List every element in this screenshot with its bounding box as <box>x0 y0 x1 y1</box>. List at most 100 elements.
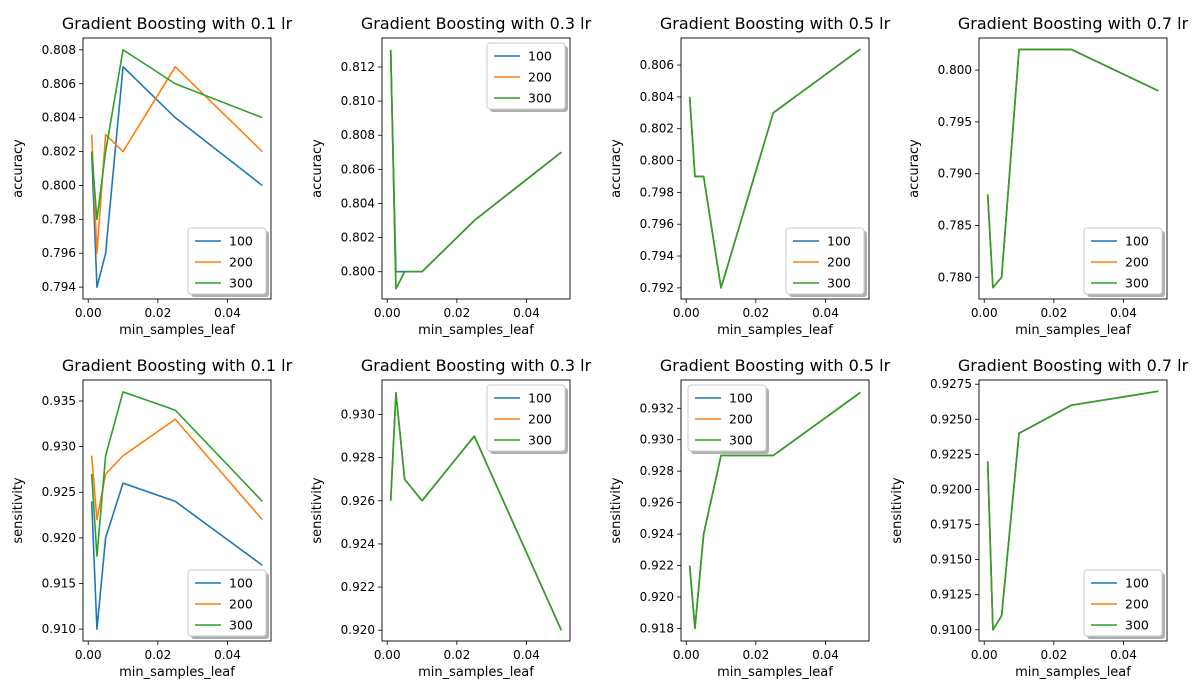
legend-entry: 300 <box>1125 276 1149 291</box>
legend-entry: 300 <box>528 91 552 106</box>
x-tick-label: 0.04 <box>214 306 241 320</box>
y-axis-label: accuracy <box>310 139 325 198</box>
legend-entry: 100 <box>528 49 552 64</box>
series-line-300 <box>688 48 861 289</box>
x-axis-label: min_samples_leaf <box>119 665 235 680</box>
subplot-2: Gradient Boosting with 0.3 lr 0.00 0.02 0.0… <box>310 14 592 338</box>
subplot-5: Gradient Boosting with 0.1 lr 0.00 0.02 0.0… <box>11 356 293 680</box>
chart-title: Gradient Boosting with 0.7 lr <box>958 14 1189 33</box>
series-line-100 <box>90 482 263 630</box>
y-tick-label: 0.804 <box>42 111 76 125</box>
series-line-200 <box>90 66 263 255</box>
legend: 100 200 300 <box>687 384 769 454</box>
legend-entry: 200 <box>528 412 552 427</box>
subplot-3: Gradient Boosting with 0.5 lr 0.00 0.02 0.0… <box>609 14 891 338</box>
x-tick-label: 0.02 <box>144 648 171 662</box>
x-tick-label: 0.02 <box>1040 648 1067 662</box>
y-tick-label: 0.918 <box>640 621 674 635</box>
y-tick-label: 0.806 <box>640 58 674 72</box>
series-line-300 <box>688 391 861 630</box>
chart-title: Gradient Boosting with 0.1 lr <box>62 14 293 33</box>
x-tick-label: 0.04 <box>812 306 839 320</box>
x-tick-label: 0.04 <box>214 648 241 662</box>
y-tick-label: 0.9175 <box>930 518 972 532</box>
y-tick-label: 0.920 <box>341 623 375 637</box>
legend-entry: 300 <box>1125 618 1149 633</box>
y-tick-label: 0.812 <box>341 60 375 74</box>
x-axis-label: min_samples_leaf <box>1015 665 1131 680</box>
subplot-1: Gradient Boosting with 0.1 lr 0.00 0.02 0.0… <box>11 14 293 338</box>
legend-box <box>1083 227 1163 295</box>
y-axis-label: sensitivity <box>11 477 26 544</box>
legend: 100 200 300 <box>187 569 269 639</box>
x-tick-label: 0.04 <box>812 648 839 662</box>
legend-entry: 100 <box>1125 576 1149 591</box>
y-tick-label: 0.935 <box>42 394 76 408</box>
series-line-100 <box>90 66 263 288</box>
y-axis-label: sensitivity <box>609 477 624 544</box>
plot-frame <box>680 379 870 642</box>
y-tick-label: 0.785 <box>938 218 972 232</box>
plot-frame <box>978 379 1168 642</box>
series-line-200 <box>90 418 263 521</box>
y-tick-label: 0.924 <box>640 527 674 541</box>
plot-frame <box>82 379 272 642</box>
y-tick-label: 0.794 <box>42 280 76 294</box>
legend: 100 200 300 <box>1083 227 1165 297</box>
x-tick-label: 0.04 <box>1110 306 1137 320</box>
y-tick-label: 0.926 <box>341 494 375 508</box>
legend-entry: 100 <box>229 234 253 249</box>
y-tick-label: 0.800 <box>938 63 972 77</box>
legend-entry: 300 <box>827 276 851 291</box>
legend-box <box>1083 569 1163 637</box>
y-tick-label: 0.806 <box>42 77 76 91</box>
chart-title: Gradient Boosting with 0.3 lr <box>361 14 592 33</box>
y-axis-label: accuracy <box>907 139 922 198</box>
x-tick-label: 0.00 <box>673 648 700 662</box>
y-tick-label: 0.792 <box>640 281 674 295</box>
plot-frame <box>381 379 571 642</box>
y-tick-label: 0.795 <box>938 115 972 129</box>
y-tick-label: 0.800 <box>341 265 375 279</box>
x-tick-label: 0.00 <box>971 306 998 320</box>
legend-entry: 100 <box>229 576 253 591</box>
plot-frame <box>381 37 571 300</box>
x-axis-label: min_samples_leaf <box>418 665 534 680</box>
series-line-300 <box>986 48 1159 289</box>
series-line-300 <box>389 392 563 631</box>
subplot-8: Gradient Boosting with 0.7 lr 0.00 0.02 0.0… <box>890 356 1189 680</box>
x-tick-label: 0.02 <box>742 648 769 662</box>
legend-box <box>687 384 767 452</box>
x-tick-label: 0.04 <box>1110 648 1137 662</box>
chart-title: Gradient Boosting with 0.7 lr <box>958 356 1189 375</box>
y-tick-label: 0.928 <box>640 464 674 478</box>
legend-entry: 200 <box>229 255 253 270</box>
y-tick-label: 0.804 <box>341 196 375 210</box>
x-tick-label: 0.00 <box>971 648 998 662</box>
y-tick-label: 0.930 <box>341 408 375 422</box>
y-tick-label: 0.930 <box>640 433 674 447</box>
subplot-4: Gradient Boosting with 0.7 lr 0.00 0.02 0.0… <box>907 14 1189 338</box>
y-tick-label: 0.794 <box>640 249 674 263</box>
legend-entry: 200 <box>229 597 253 612</box>
subplot-6: Gradient Boosting with 0.3 lr 0.00 0.02 0.0… <box>310 356 592 680</box>
legend: 100 200 300 <box>486 384 568 454</box>
y-tick-label: 0.932 <box>640 401 674 415</box>
series-line-300 <box>986 390 1159 631</box>
legend-entry: 300 <box>229 618 253 633</box>
y-tick-label: 0.930 <box>42 440 76 454</box>
x-tick-label: 0.02 <box>1040 306 1067 320</box>
legend-box <box>486 384 566 452</box>
x-tick-label: 0.00 <box>75 306 102 320</box>
y-tick-label: 0.796 <box>640 217 674 231</box>
legend-box <box>486 42 566 110</box>
y-tick-label: 0.800 <box>640 154 674 168</box>
legend-entry: 200 <box>1125 255 1149 270</box>
chart-title: Gradient Boosting with 0.1 lr <box>62 356 293 375</box>
y-tick-label: 0.915 <box>42 577 76 591</box>
legend-box <box>187 227 267 295</box>
y-tick-label: 0.802 <box>341 231 375 245</box>
chart-title: Gradient Boosting with 0.5 lr <box>660 14 891 33</box>
y-tick-label: 0.808 <box>42 43 76 57</box>
legend-entry: 100 <box>729 391 753 406</box>
